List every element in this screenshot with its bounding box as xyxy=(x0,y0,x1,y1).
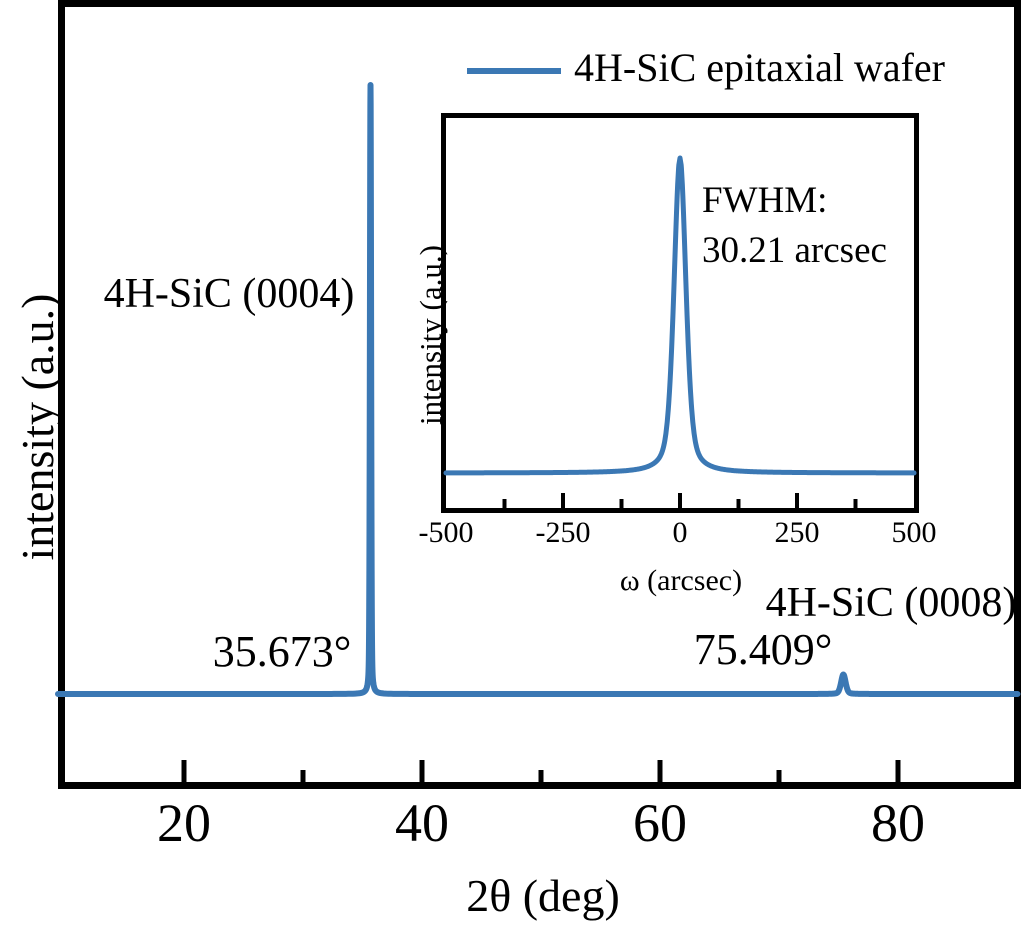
fwhm-annotation: FWHM: 30.21 arcsec xyxy=(702,176,887,276)
inset-y-axis-label: intensity (a.u.) xyxy=(413,245,448,425)
main-x-ticks xyxy=(181,760,901,782)
rocking-curve xyxy=(443,155,917,476)
inset-x-axis-label: ω (arcsec) xyxy=(619,564,743,597)
x-tick-label: -500 xyxy=(418,516,474,549)
x-tick-label: 250 xyxy=(774,516,820,549)
inset-plot-frame xyxy=(441,113,919,513)
peak-label-0008: 4H-SiC (0008) xyxy=(765,580,1017,626)
x-tick-label: 60 xyxy=(633,793,687,853)
x-tick-label: 0 xyxy=(672,516,688,549)
xrd-curve xyxy=(55,82,1021,697)
fwhm-line1: FWHM: xyxy=(702,180,828,221)
x-tick-label: 20 xyxy=(157,793,211,853)
main-y-axis-label: intensity (a.u.) xyxy=(12,293,63,561)
peak-angle-0004: 35.673° xyxy=(212,627,352,676)
fwhm-line2: 30.21 arcsec xyxy=(702,230,887,271)
x-tick-label: 500 xyxy=(891,516,937,549)
peak-label-0004: 4H-SiC (0004) xyxy=(103,271,355,317)
x-tick-label: 80 xyxy=(871,793,925,853)
main-plot-frame xyxy=(58,0,1021,789)
legend-label: 4H-SiC epitaxial wafer xyxy=(574,45,945,90)
peak-angle-0008: 75.409° xyxy=(693,625,833,674)
x-tick-label: 40 xyxy=(395,793,449,853)
x-tick-label: -250 xyxy=(535,516,591,549)
main-x-axis-label: 2θ (deg) xyxy=(466,870,620,921)
inset-x-ticks xyxy=(502,493,858,508)
